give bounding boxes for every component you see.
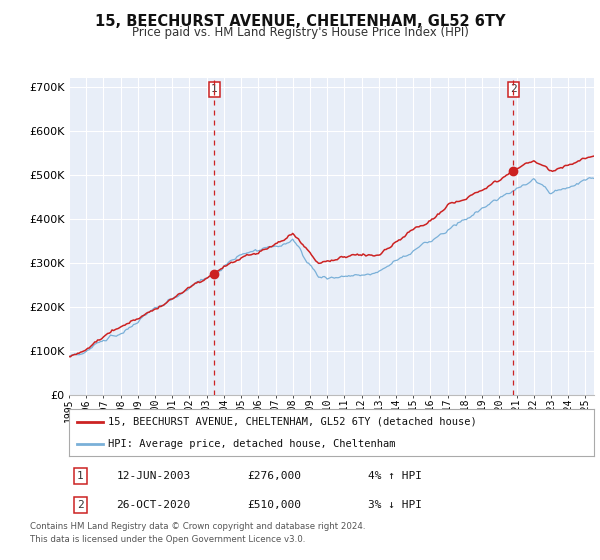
Text: 4% ↑ HPI: 4% ↑ HPI (368, 470, 422, 480)
Text: £276,000: £276,000 (248, 470, 302, 480)
Text: 15, BEECHURST AVENUE, CHELTENHAM, GL52 6TY (detached house): 15, BEECHURST AVENUE, CHELTENHAM, GL52 6… (109, 417, 477, 427)
Text: Price paid vs. HM Land Registry's House Price Index (HPI): Price paid vs. HM Land Registry's House … (131, 26, 469, 39)
Text: 26-OCT-2020: 26-OCT-2020 (116, 500, 191, 510)
Text: 15, BEECHURST AVENUE, CHELTENHAM, GL52 6TY: 15, BEECHURST AVENUE, CHELTENHAM, GL52 6… (95, 14, 505, 29)
Text: 2: 2 (510, 85, 517, 95)
Text: This data is licensed under the Open Government Licence v3.0.: This data is licensed under the Open Gov… (30, 534, 305, 544)
Text: 3% ↓ HPI: 3% ↓ HPI (368, 500, 422, 510)
Text: £510,000: £510,000 (248, 500, 302, 510)
Text: Contains HM Land Registry data © Crown copyright and database right 2024.: Contains HM Land Registry data © Crown c… (30, 522, 365, 531)
Text: 1: 1 (77, 470, 84, 480)
Text: 1: 1 (211, 85, 218, 95)
Text: HPI: Average price, detached house, Cheltenham: HPI: Average price, detached house, Chel… (109, 438, 396, 449)
Text: 2: 2 (77, 500, 84, 510)
Text: 12-JUN-2003: 12-JUN-2003 (116, 470, 191, 480)
